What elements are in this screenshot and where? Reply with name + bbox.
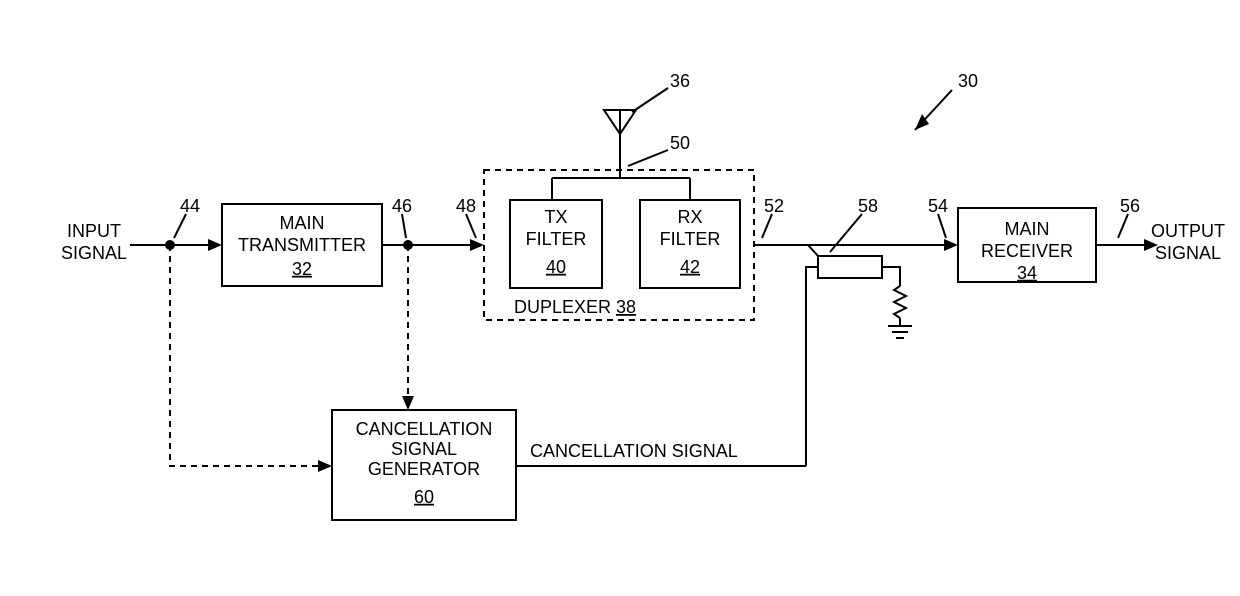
main-transmitter: MAIN TRANSMITTER 32 bbox=[222, 204, 382, 286]
svg-text:SIGNAL: SIGNAL bbox=[391, 439, 457, 459]
svg-text:GENERATOR: GENERATOR bbox=[368, 459, 480, 479]
duplexer-to-rx-wire: 52 54 bbox=[754, 196, 958, 251]
svg-text:52: 52 bbox=[764, 196, 784, 216]
svg-text:MAIN: MAIN bbox=[280, 213, 325, 233]
input-wire: 44 bbox=[130, 196, 222, 251]
svg-text:56: 56 bbox=[1120, 196, 1140, 216]
cancellation-signal-generator: CANCELLATION SIGNAL GENERATOR 60 bbox=[332, 410, 516, 520]
csg-to-coupler-wire: CANCELLATION SIGNAL bbox=[516, 441, 806, 466]
svg-text:RECEIVER: RECEIVER bbox=[981, 241, 1073, 261]
svg-text:TX: TX bbox=[544, 207, 567, 227]
coupler: 58 bbox=[806, 196, 912, 466]
svg-text:FILTER: FILTER bbox=[660, 229, 721, 249]
svg-text:60: 60 bbox=[414, 487, 434, 507]
svg-text:58: 58 bbox=[858, 196, 878, 216]
rx-filter: RX FILTER 42 bbox=[640, 200, 740, 288]
ref-50: 50 bbox=[628, 133, 690, 166]
svg-text:OUTPUT: OUTPUT bbox=[1151, 221, 1225, 241]
svg-text:TRANSMITTER: TRANSMITTER bbox=[238, 235, 366, 255]
block-diagram: 30 36 50 DUPLEXER 38 TX FILTER 40 RX FIL… bbox=[0, 0, 1240, 596]
main-receiver: MAIN RECEIVER 34 bbox=[958, 208, 1096, 283]
svg-text:44: 44 bbox=[180, 196, 200, 216]
svg-text:MAIN: MAIN bbox=[1005, 219, 1050, 239]
svg-text:36: 36 bbox=[670, 71, 690, 91]
tx-to-duplexer-wire: 46 48 bbox=[382, 196, 484, 251]
svg-text:SIGNAL: SIGNAL bbox=[61, 243, 127, 263]
svg-text:30: 30 bbox=[958, 71, 978, 91]
dash-from-tx-to-csg bbox=[402, 245, 414, 410]
svg-text:54: 54 bbox=[928, 196, 948, 216]
cancellation-signal-label: CANCELLATION SIGNAL bbox=[530, 441, 738, 461]
svg-text:46: 46 bbox=[392, 196, 412, 216]
svg-text:INPUT: INPUT bbox=[67, 221, 121, 241]
svg-text:40: 40 bbox=[546, 257, 566, 277]
svg-text:CANCELLATION: CANCELLATION bbox=[356, 419, 493, 439]
svg-text:50: 50 bbox=[670, 133, 690, 153]
svg-text:32: 32 bbox=[292, 259, 312, 279]
svg-text:SIGNAL: SIGNAL bbox=[1155, 243, 1221, 263]
output-signal-label: OUTPUT SIGNAL 56 bbox=[1096, 196, 1225, 263]
ref-30: 30 bbox=[915, 71, 978, 130]
svg-text:48: 48 bbox=[456, 196, 476, 216]
svg-text:RX: RX bbox=[677, 207, 702, 227]
input-signal-label: INPUT SIGNAL bbox=[61, 221, 127, 263]
svg-text:42: 42 bbox=[680, 257, 700, 277]
svg-text:DUPLEXER 38: DUPLEXER 38 bbox=[514, 297, 636, 317]
svg-text:34: 34 bbox=[1017, 263, 1037, 283]
svg-text:FILTER: FILTER bbox=[526, 229, 587, 249]
dash-from-input-to-csg bbox=[170, 245, 332, 472]
tx-filter: TX FILTER 40 bbox=[510, 200, 602, 288]
